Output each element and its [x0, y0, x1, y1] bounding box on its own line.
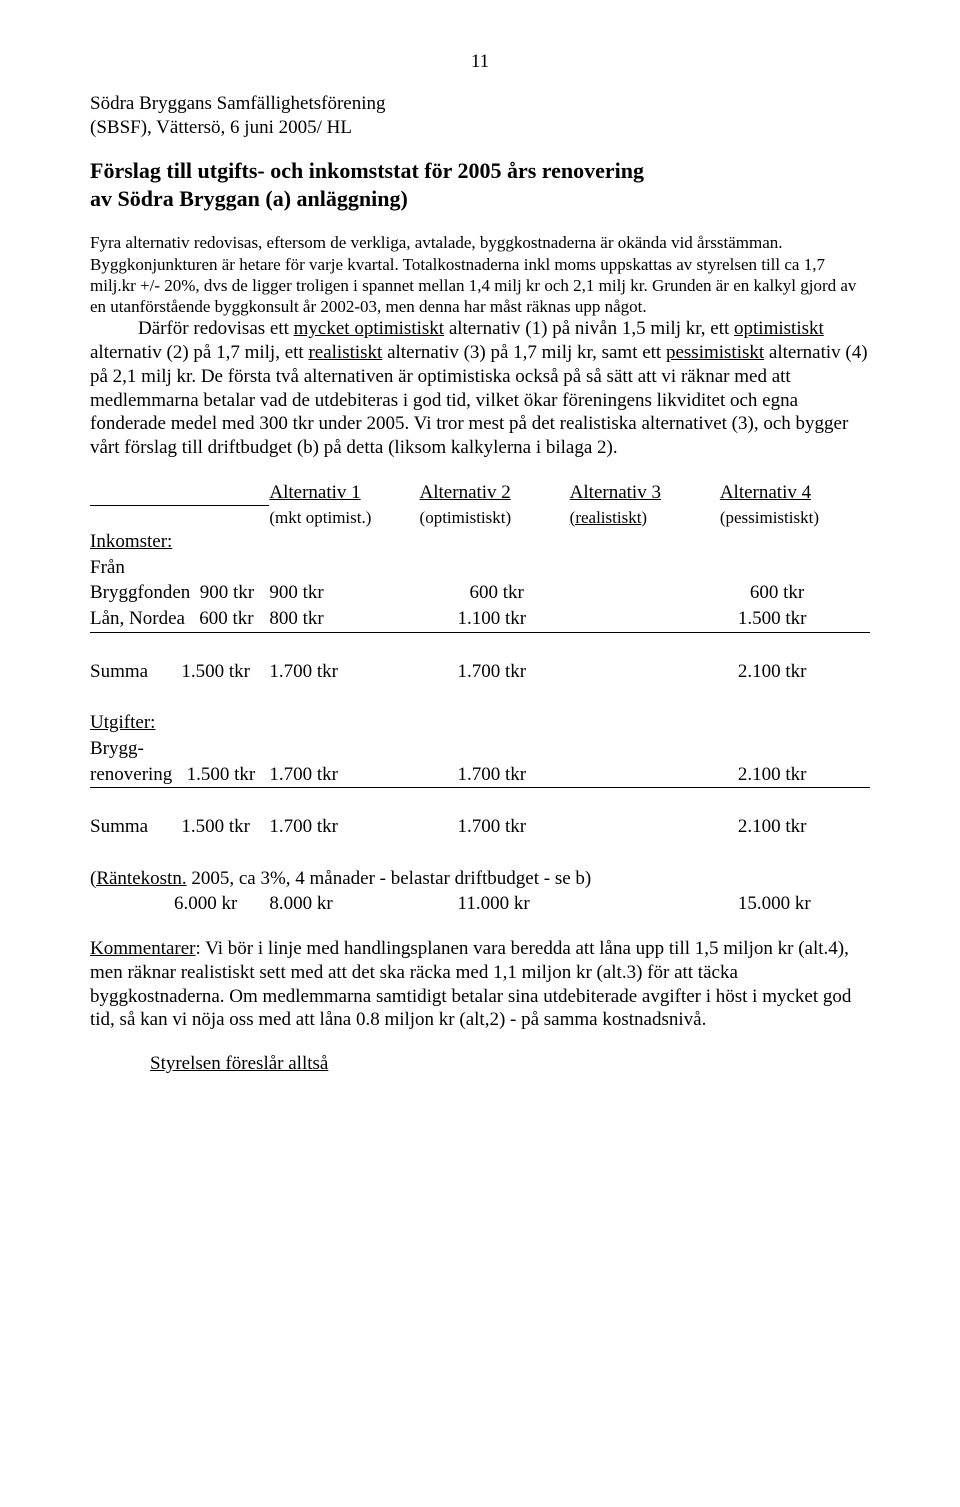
document-page: 11 Södra Bryggans Samfällighetsförening …	[0, 0, 960, 1507]
rante-a3: 11.000 kr	[420, 891, 570, 917]
renov-a2: 1.700 tkr	[269, 762, 419, 788]
inkomster-label: Inkomster:	[90, 531, 172, 552]
hdr-alt1: Alternativ 1	[269, 480, 419, 506]
renov-a4: 2.100 tkr	[720, 762, 870, 788]
brygg-label-2: renovering	[90, 764, 172, 785]
sub1: (mkt optimist.)	[269, 506, 419, 529]
kommentarer-text: : Vi bör i linje med handlingsplanen var…	[90, 938, 851, 1030]
summa2-label: Summa	[90, 816, 148, 837]
bryggfonden-a4: 600 tkr	[720, 580, 870, 606]
header-row: Alternativ 1 Alternativ 2 Alternativ 3 A…	[90, 480, 870, 506]
paragraph-1: Fyra alternativ redovisas, eftersom de v…	[90, 232, 870, 317]
fran-label: Från	[90, 555, 870, 581]
comments-paragraph: Kommentarer: Vi bör i linje med handling…	[90, 937, 870, 1032]
org-block: Södra Bryggans Samfällighetsförening (SB…	[90, 92, 870, 140]
p2-u2: optimistiskt	[734, 318, 824, 339]
title-line-1: Förslag till utgifts- och inkomststat fö…	[90, 157, 870, 185]
sub2: (optimistiskt)	[420, 506, 570, 529]
rante-a2: 8.000 kr	[269, 891, 419, 917]
lan-a1: 600 tkr	[199, 608, 253, 629]
p2-lead: Därför redovisas ett	[90, 318, 294, 339]
lan-a2: 800 tkr	[269, 606, 419, 632]
p2-u4: pessimistiskt	[666, 342, 764, 363]
summa1-row: Summa 1.500 tkr 1.700 tkr 1.700 tkr 2.10…	[90, 659, 870, 685]
renov-a1: 1.500 tkr	[187, 764, 256, 785]
rantekostn-u: (Räntekostn.	[90, 868, 187, 889]
hdr-alt3: Alternativ 3	[570, 480, 720, 506]
p2-u1: mycket optimistiskt	[294, 318, 444, 339]
inkomster-row: Inkomster:	[90, 529, 870, 555]
p2-t3: alternativ (2) på 1,7 milj, ett	[90, 342, 308, 363]
title-line-2: av Södra Bryggan (a) anläggning)	[90, 185, 870, 213]
rante-a1: 6.000 kr	[90, 891, 269, 917]
summa2-row: Summa 1.500 tkr 1.700 tkr 1.700 tkr 2.10…	[90, 814, 870, 840]
fran-row: Från	[90, 555, 870, 581]
bryggfonden-row: Bryggfonden 900 tkr 900 tkr 600 tkr 600 …	[90, 580, 870, 606]
subheader-row: (mkt optimist.) (optimistiskt) (realisti…	[90, 506, 870, 529]
document-title: Förslag till utgifts- och inkomststat fö…	[90, 157, 870, 212]
lan-row: Lån, Nordea 600 tkr 800 tkr 1.100 tkr 1.…	[90, 606, 870, 632]
renov-a3: 1.700 tkr	[420, 762, 570, 788]
utgifter-label: Utgifter:	[90, 712, 155, 733]
org-line-2: (SBSF), Vättersö, 6 juni 2005/ HL	[90, 116, 870, 140]
org-line-1: Södra Bryggans Samfällighetsförening	[90, 92, 870, 116]
styrelsen-u: Styrelsen föreslår alltså	[150, 1053, 328, 1074]
sub4: (pessimistiskt)	[720, 506, 870, 529]
summa2-a2: 1.700 tkr	[269, 814, 419, 840]
summa2-a1: 1.500 tkr	[181, 816, 250, 837]
lan-a4: 1.500 tkr	[720, 606, 870, 632]
brygg-row1: Brygg-	[90, 736, 870, 762]
summa2-a4: 2.100 tkr	[720, 814, 870, 840]
rantekostn-rest: 2005, ca 3%, 4 månader - belastar driftb…	[187, 868, 592, 889]
summa2-a3: 1.700 tkr	[420, 814, 570, 840]
bryggfonden-a2: 900 tkr	[269, 580, 419, 606]
renov-row: renovering 1.500 tkr 1.700 tkr 1.700 tkr…	[90, 762, 870, 788]
p2-u3: realistiskt	[308, 342, 382, 363]
lan-label: Lån, Nordea	[90, 608, 185, 629]
rante-row: 6.000 kr 8.000 kr 11.000 kr 15.000 kr	[90, 891, 870, 917]
intro-paragraphs: Fyra alternativ redovisas, eftersom de v…	[90, 232, 870, 460]
rantekostn-title-row: (Räntekostn. 2005, ca 3%, 4 månader - be…	[90, 866, 870, 892]
lan-a3: 1.100 tkr	[420, 606, 570, 632]
summa1-a4: 2.100 tkr	[720, 659, 870, 685]
bryggfonden-a1: 900 tkr	[200, 582, 254, 603]
p2-t2: alternativ (1) på nivån 1,5 milj kr, ett	[444, 318, 734, 339]
sub3: (realistiskt)	[570, 506, 720, 529]
sub3-u: (realistiskt)	[570, 508, 647, 527]
rante-a4: 15.000 kr	[720, 891, 870, 917]
brygg-label-1: Brygg-	[90, 736, 870, 762]
budget-table: Alternativ 1 Alternativ 2 Alternativ 3 A…	[90, 480, 870, 917]
page-number: 11	[90, 50, 870, 74]
hdr-alt2: Alternativ 2	[420, 480, 570, 506]
summa1-a2: 1.700 tkr	[269, 659, 419, 685]
p2-t4: alternativ (3) på 1,7 milj kr, samt ett	[382, 342, 666, 363]
utgifter-row: Utgifter:	[90, 710, 870, 736]
hdr-alt4: Alternativ 4	[720, 480, 870, 506]
summa1-label: Summa	[90, 661, 148, 682]
final-line: Styrelsen föreslår alltså	[90, 1052, 870, 1076]
bryggfonden-label: Bryggfonden	[90, 582, 190, 603]
summa1-a3: 1.700 tkr	[420, 659, 570, 685]
paragraph-2: Därför redovisas ett mycket optimistiskt…	[90, 317, 870, 460]
bryggfonden-a3: 600 tkr	[420, 580, 570, 606]
kommentarer-u: Kommentarer	[90, 938, 196, 959]
summa1-a1: 1.500 tkr	[181, 661, 250, 682]
